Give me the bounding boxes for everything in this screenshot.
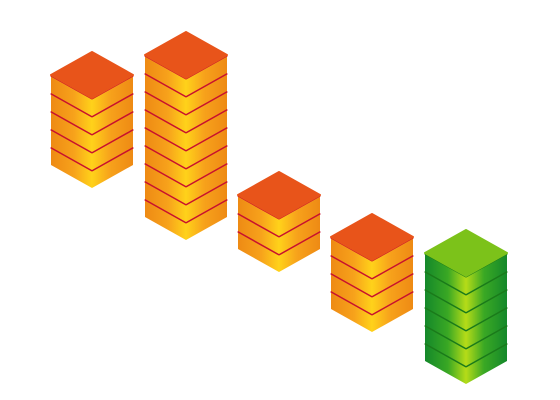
block-layer-side <box>425 325 507 366</box>
block-stack-top-face <box>237 171 321 219</box>
block-stack-top-face <box>144 31 228 79</box>
block-layer-side <box>51 147 133 188</box>
block-layer-side <box>145 109 227 150</box>
block-stack-4 <box>330 213 414 332</box>
block-layer-side <box>425 253 507 294</box>
block-layer-side <box>51 75 133 116</box>
block-layer-side <box>238 195 320 236</box>
block-stack-1 <box>50 51 134 188</box>
block-stack-3 <box>237 171 321 272</box>
block-layer-side <box>238 231 320 272</box>
block-layer-side <box>425 307 507 348</box>
block-layer-side <box>331 255 413 296</box>
block-layer-side <box>238 213 320 254</box>
block-layer-side <box>331 291 413 332</box>
block-layer-side <box>145 163 227 204</box>
block-layer-side <box>145 127 227 168</box>
block-layer-side <box>145 145 227 186</box>
block-stack-5 <box>424 229 508 384</box>
block-layer-side <box>145 55 227 96</box>
block-layer-side <box>331 237 413 278</box>
block-layer-side <box>425 271 507 312</box>
block-layer-side <box>331 273 413 314</box>
block-stack-top-face <box>330 213 414 261</box>
block-layer-side <box>145 181 227 222</box>
block-layer-side <box>145 91 227 132</box>
block-stack-top-face <box>424 229 508 277</box>
block-layer-side <box>425 343 507 384</box>
block-stack-top-face <box>50 51 134 99</box>
block-layer-side <box>425 289 507 330</box>
block-layer-side <box>51 111 133 152</box>
block-layer-side <box>51 129 133 170</box>
block-layer-side <box>145 199 227 240</box>
stacks-group <box>50 31 508 384</box>
block-layer-side <box>145 73 227 114</box>
block-stack-2 <box>144 31 228 240</box>
block-layer-side <box>51 93 133 134</box>
